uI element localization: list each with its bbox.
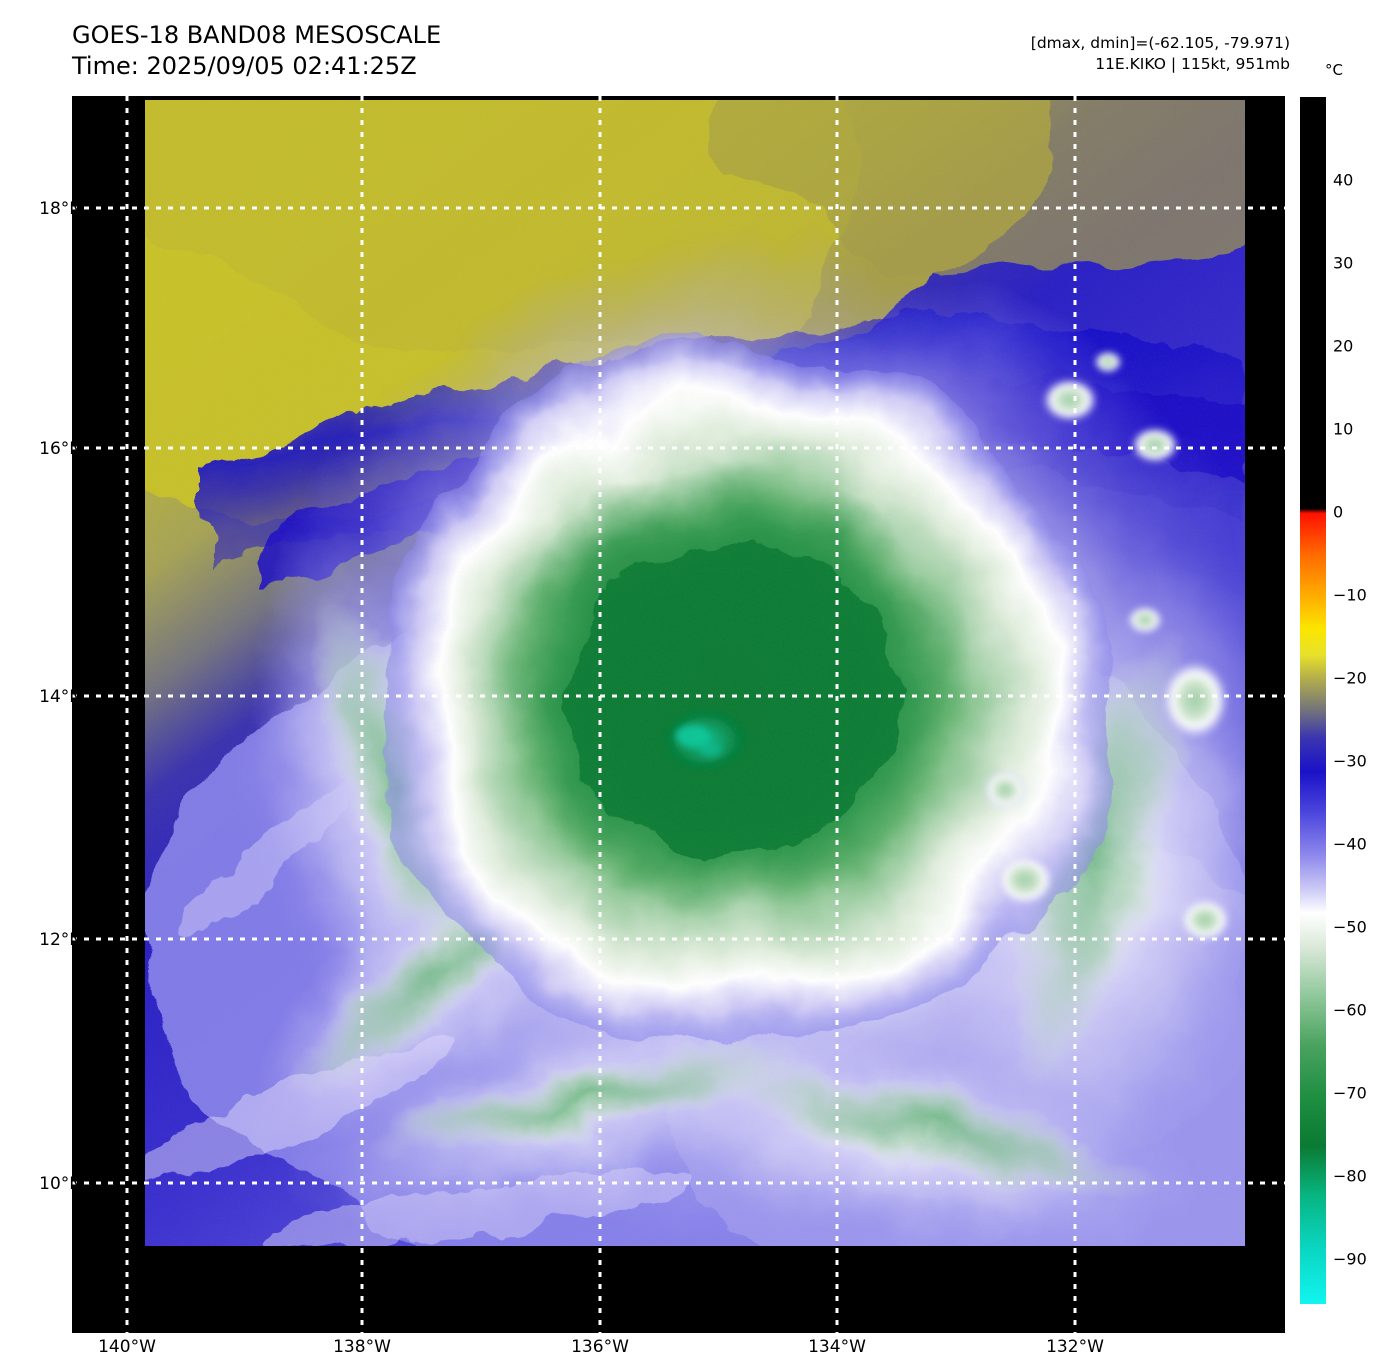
colorbar-tick-40: 40 <box>1333 170 1354 190</box>
colorbar-tick-m60: −60 <box>1333 1000 1367 1020</box>
page-title: GOES-18 BAND08 MESOSCALE <box>72 21 442 49</box>
lon-tick-136w: 136°W <box>571 1337 629 1357</box>
colorbar-tick-m40: −40 <box>1333 834 1367 854</box>
satellite-raster-svg <box>145 100 1245 1246</box>
satellite-image-plot: Copyright © 2020-2025 Dapiya <box>72 96 1285 1333</box>
lat-tick-12n: 12°N <box>39 930 82 950</box>
colorbar-tick-m50: −50 <box>1333 917 1367 937</box>
lat-tick-16n: 16°N <box>39 439 82 459</box>
header-title-block: GOES-18 BAND08 MESOSCALE Time: 2025/09/0… <box>72 20 441 82</box>
satellite-raster <box>145 100 1245 1246</box>
lon-tick-140w: 140°W <box>98 1337 156 1357</box>
storm-readout: 11E.KIKO | 115kt, 951mb <box>1095 55 1290 73</box>
lat-tick-10n: 10°N <box>39 1174 82 1194</box>
colorbar-unit-label: °C <box>1325 61 1343 79</box>
colorbar-tick-20: 20 <box>1333 336 1354 356</box>
timestamp: Time: 2025/09/05 02:41:25Z <box>72 52 417 80</box>
colorbar-tick-m90: −90 <box>1333 1249 1367 1269</box>
colorbar-tick-10: 10 <box>1333 419 1354 439</box>
dminmax-readout: [dmax, dmin]=(-62.105, -79.971) <box>1030 34 1290 52</box>
graticule <box>72 96 1285 1333</box>
header-metadata-block: [dmax, dmin]=(-62.105, -79.971) 11E.KIKO… <box>1031 33 1290 75</box>
colorbar-tick-30: 30 <box>1333 253 1354 273</box>
lat-tick-18n: 18°N <box>39 199 82 219</box>
lon-tick-132w: 132°W <box>1046 1337 1104 1357</box>
colorbar <box>1300 97 1326 1304</box>
colorbar-tick-m80: −80 <box>1333 1166 1367 1186</box>
lat-tick-14n: 14°N <box>39 687 82 707</box>
colorbar-tick-0: 0 <box>1333 502 1344 522</box>
colorbar-tick-m30: −30 <box>1333 751 1367 771</box>
colorbar-tick-m70: −70 <box>1333 1083 1367 1103</box>
colorbar-tick-m20: −20 <box>1333 668 1367 688</box>
lon-tick-138w: 138°W <box>333 1337 391 1357</box>
colorbar-tick-m10: −10 <box>1333 585 1367 605</box>
lon-tick-134w: 134°W <box>808 1337 866 1357</box>
